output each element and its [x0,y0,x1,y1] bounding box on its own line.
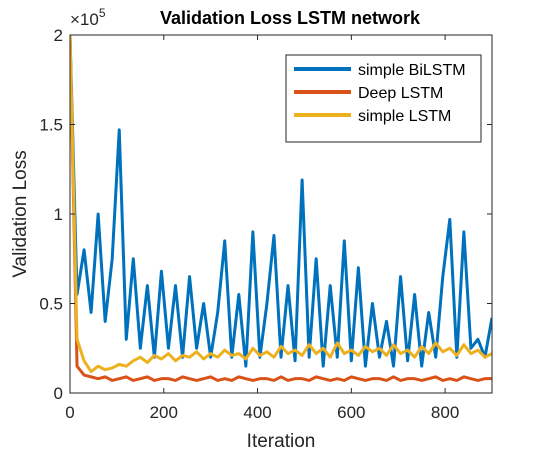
x-tick-label: 0 [65,403,74,422]
y-tick-label: 1.5 [39,116,63,135]
multiplier-base: ×10 [70,10,99,29]
y-multiplier: ×105 [70,6,106,29]
plot-area [70,35,492,382]
y-tick-label: 0 [54,384,63,403]
chart-title: Validation Loss LSTM network [160,8,421,28]
x-tick-label: 400 [243,403,271,422]
y-axis-label: Validation Loss [10,150,31,277]
x-tick-label: 200 [150,403,178,422]
x-tick-label: 800 [431,403,459,422]
x-tick-label: 600 [337,403,365,422]
legend-label: simple BiLSTM [358,62,466,79]
series-line [70,35,492,368]
y-tick-label: 0.5 [39,295,63,314]
y-tick-label: 1 [54,205,63,224]
multiplier-exponent: 5 [99,6,106,20]
legend-box [285,54,482,143]
x-axis-label: Iteration [247,431,316,452]
legend: simple BiLSTM Deep LSTM simple LSTM [285,54,482,143]
series-line [70,35,492,382]
legend-label: simple LSTM [358,108,451,125]
y-tick-label: 2 [54,26,63,45]
legend-label: Deep LSTM [358,85,443,102]
series-line [70,35,492,374]
